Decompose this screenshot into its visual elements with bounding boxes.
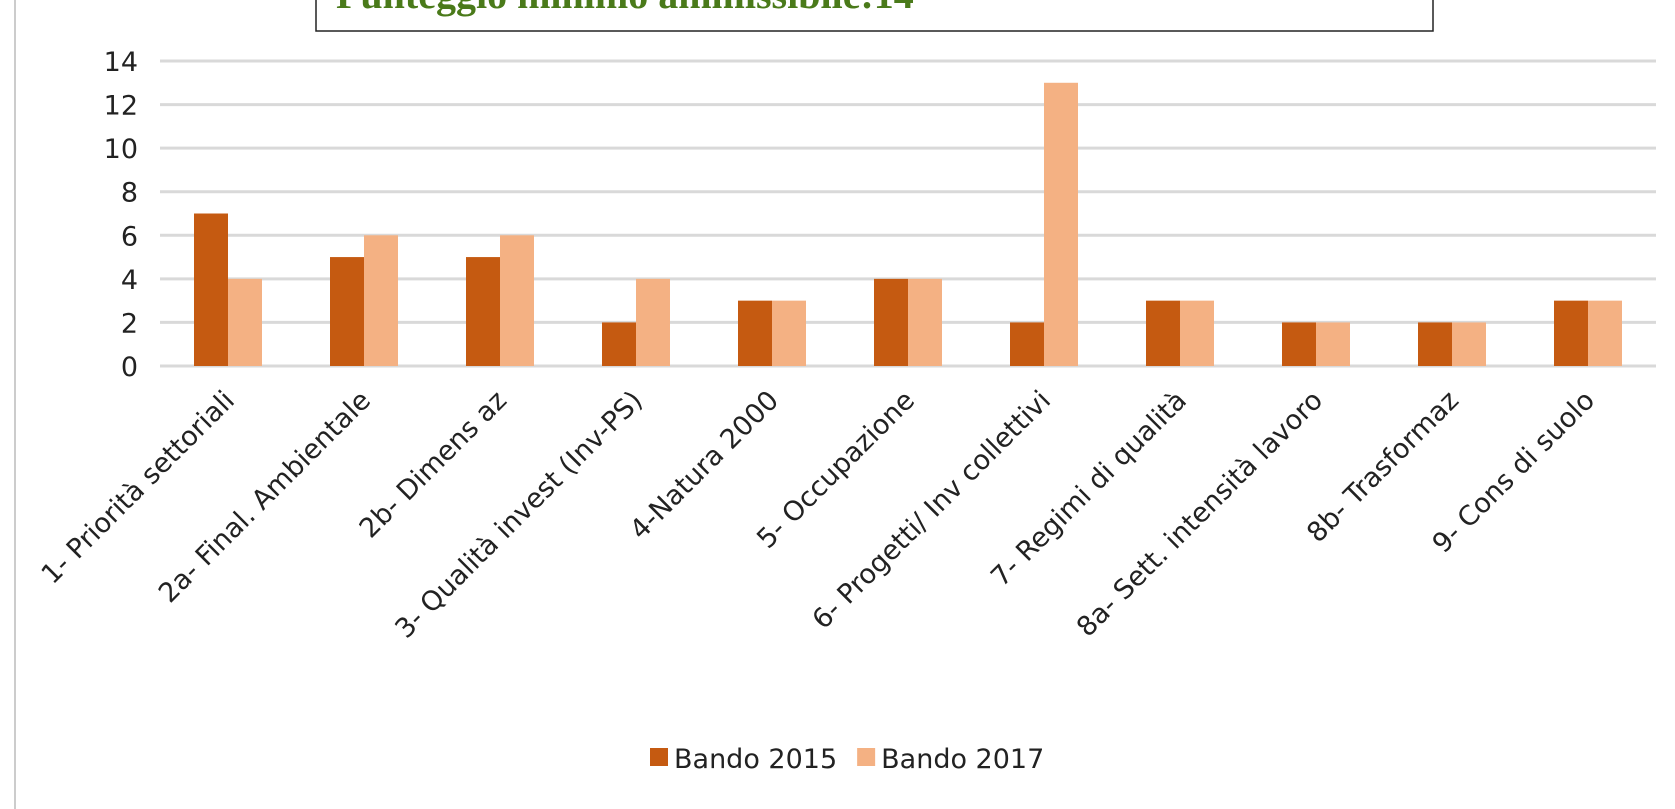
x-tick-label: 4-Natura 2000	[624, 385, 785, 546]
y-tick-label: 6	[121, 221, 138, 252]
bar	[1282, 322, 1316, 366]
bar	[1044, 82, 1078, 367]
bar	[1010, 322, 1044, 366]
bar	[602, 322, 636, 366]
x-tick-label: 3- Qualità invest (Inv-PS)	[389, 385, 649, 645]
bar	[908, 278, 942, 366]
legend-swatch	[650, 748, 668, 766]
x-tick-label: 8a- Sett. intensità lavoro	[1071, 385, 1329, 643]
y-tick-label: 2	[121, 308, 138, 339]
bar	[738, 300, 772, 366]
y-tick-label: 4	[121, 265, 138, 296]
y-tick-label: 10	[104, 134, 138, 165]
x-tick-label: 2b- Dimens az	[354, 385, 513, 544]
bar	[1554, 300, 1588, 366]
bar	[1588, 300, 1622, 366]
x-tick-label: 6- Progetti/ Inv collettivi	[806, 385, 1056, 635]
bar	[636, 278, 670, 366]
bar	[466, 257, 500, 366]
y-tick-label: 12	[104, 91, 138, 122]
bar	[228, 278, 262, 366]
bar	[874, 278, 908, 366]
bar	[1418, 322, 1452, 366]
bar	[330, 257, 364, 366]
bar	[194, 213, 228, 366]
bar	[500, 235, 534, 366]
bar	[1316, 322, 1350, 366]
bar	[1146, 300, 1180, 366]
title-box	[315, 0, 1434, 32]
legend-swatch	[857, 748, 876, 766]
legend-label: Bando 2015	[674, 744, 837, 775]
bar	[364, 235, 398, 366]
y-tick-label: 0	[121, 352, 138, 383]
bar	[1180, 300, 1214, 366]
bar	[1452, 322, 1486, 366]
chart-title: Punteggio minimo ammissibile:14	[336, 0, 914, 17]
y-tick-label: 14	[104, 47, 138, 78]
bar	[772, 300, 806, 366]
y-tick-label: 8	[121, 178, 138, 209]
legend-label: Bando 2017	[881, 744, 1044, 775]
